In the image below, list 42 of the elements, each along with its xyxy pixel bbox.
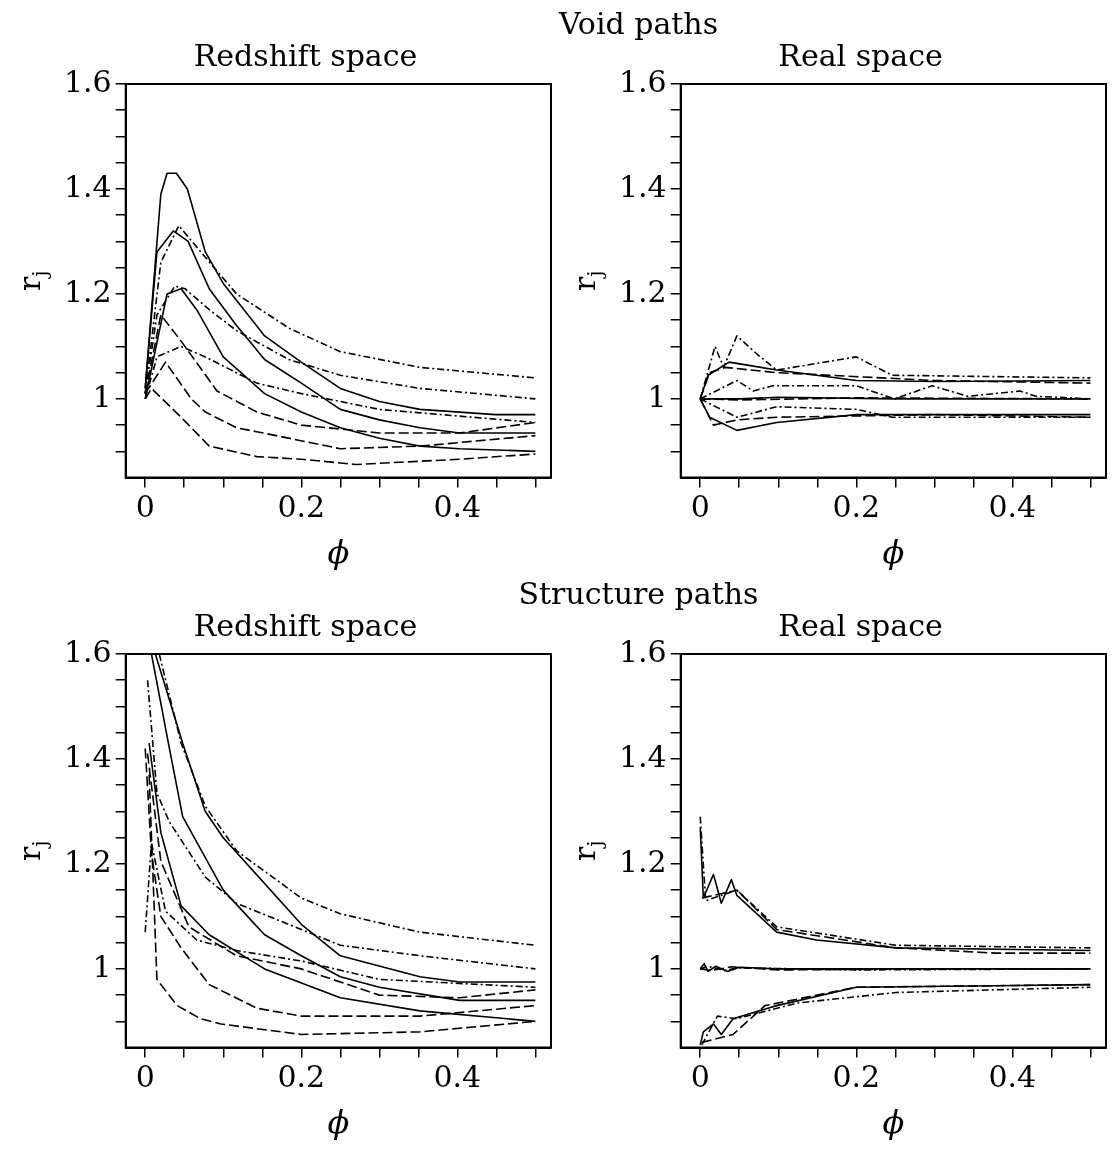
y-tick-label: 1.4 bbox=[618, 738, 667, 774]
x-tick-label: 0.2 bbox=[832, 489, 881, 525]
y-tick-label: 1.4 bbox=[618, 168, 667, 204]
x-axis-title: ϕ bbox=[327, 1103, 350, 1142]
chart-subtitle: Real space bbox=[778, 37, 943, 73]
x-tick-label: 0.4 bbox=[433, 489, 482, 525]
y-tick-label: 1.6 bbox=[618, 633, 667, 669]
x-tick-label: 0.2 bbox=[277, 489, 326, 525]
text: Structure paths bbox=[518, 576, 759, 611]
chart-subtitle: Redshift space bbox=[193, 607, 418, 643]
x-tick-label: 0.2 bbox=[832, 1059, 881, 1095]
y-axis-title: rj bbox=[566, 270, 608, 292]
text: Void paths bbox=[558, 6, 719, 41]
y-tick-label: 1.2 bbox=[63, 273, 112, 309]
x-tick-label: 0.4 bbox=[433, 1059, 482, 1095]
y-tick-label: 1 bbox=[647, 378, 667, 414]
y-tick-label: 1 bbox=[647, 948, 667, 984]
y-tick-label: 1.4 bbox=[63, 738, 112, 774]
x-tick-label: 0 bbox=[135, 489, 155, 525]
x-tick-label: 0 bbox=[690, 1059, 710, 1095]
y-tick-label: 1.6 bbox=[63, 633, 112, 669]
y-tick-label: 1.2 bbox=[618, 843, 667, 879]
y-tick-label: 1.4 bbox=[63, 168, 112, 204]
y-tick-label: 1 bbox=[92, 378, 112, 414]
chart-subtitle: Real space bbox=[778, 607, 943, 643]
y-tick-label: 1 bbox=[92, 948, 112, 984]
x-tick-label: 0.2 bbox=[277, 1059, 326, 1095]
y-axis-title: rj bbox=[11, 840, 53, 862]
x-axis-title: ϕ bbox=[327, 533, 350, 572]
x-tick-label: 0 bbox=[135, 1059, 155, 1095]
x-axis-title: ϕ bbox=[882, 1103, 905, 1142]
y-tick-label: 1.2 bbox=[618, 273, 667, 309]
x-tick-label: 0.4 bbox=[988, 489, 1037, 525]
x-axis-title: ϕ bbox=[882, 533, 905, 572]
y-tick-label: 1.2 bbox=[63, 843, 112, 879]
y-tick-label: 1.6 bbox=[63, 63, 112, 99]
y-tick-label: 1.6 bbox=[618, 63, 667, 99]
y-axis-title: rj bbox=[11, 270, 53, 292]
chart-subtitle: Redshift space bbox=[193, 37, 418, 73]
y-axis-title: rj bbox=[566, 840, 608, 862]
x-tick-label: 0.4 bbox=[988, 1059, 1037, 1095]
x-tick-label: 0 bbox=[690, 489, 710, 525]
